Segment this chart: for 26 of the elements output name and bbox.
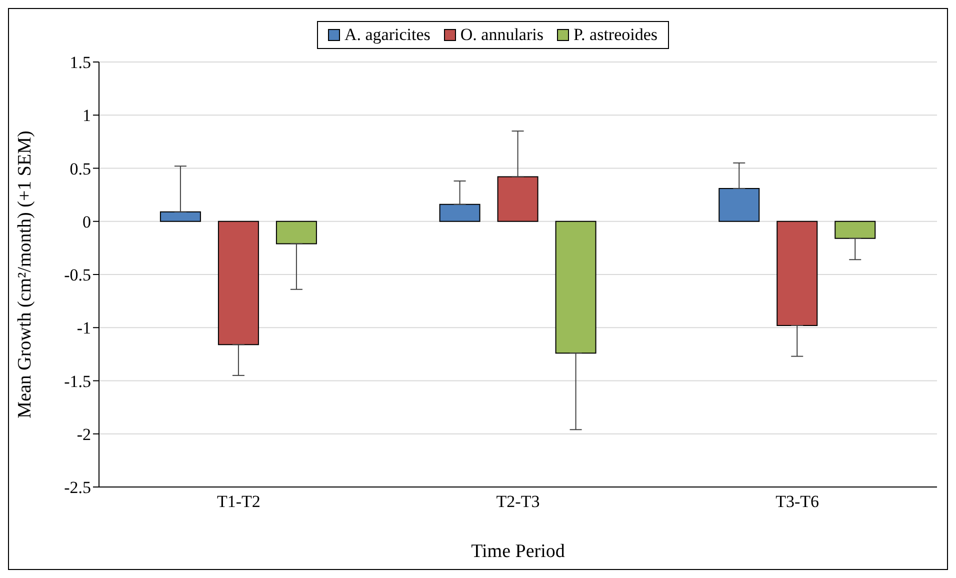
- y-axis-title: Mean Growth (cm²/month) (+1 SEM): [14, 130, 36, 418]
- bar: [834, 220, 876, 239]
- legend-label: P. astreoides: [572, 25, 658, 45]
- y-tick-label: 1.5: [70, 53, 91, 72]
- bar: [497, 176, 538, 222]
- bar: [776, 220, 818, 326]
- x-tick-label: T3-T6: [776, 492, 820, 512]
- y-tick-label: 0: [82, 212, 91, 232]
- x-axis-title: Time Period: [471, 541, 566, 562]
- y-tick-label: -1.5: [64, 372, 91, 391]
- y-tick-label: -2: [76, 424, 91, 444]
- bar: [718, 188, 760, 222]
- x-tick-label: T2-T3: [496, 492, 540, 512]
- legend-label: O. annularis: [459, 25, 544, 45]
- bar: [160, 211, 201, 222]
- y-tick-label: 0.5: [70, 159, 91, 178]
- bar: [555, 220, 596, 354]
- y-tick-label: -2.5: [64, 478, 91, 498]
- legend-label: A. agaricites: [343, 25, 430, 45]
- y-tick-label: 1: [82, 106, 91, 126]
- x-tick-label: T1-T2: [216, 492, 260, 512]
- bar: [218, 220, 259, 346]
- bar: [439, 204, 480, 222]
- y-tick-label: -0.5: [64, 266, 91, 285]
- y-tick-label: -1: [76, 318, 91, 338]
- bar: [276, 220, 317, 244]
